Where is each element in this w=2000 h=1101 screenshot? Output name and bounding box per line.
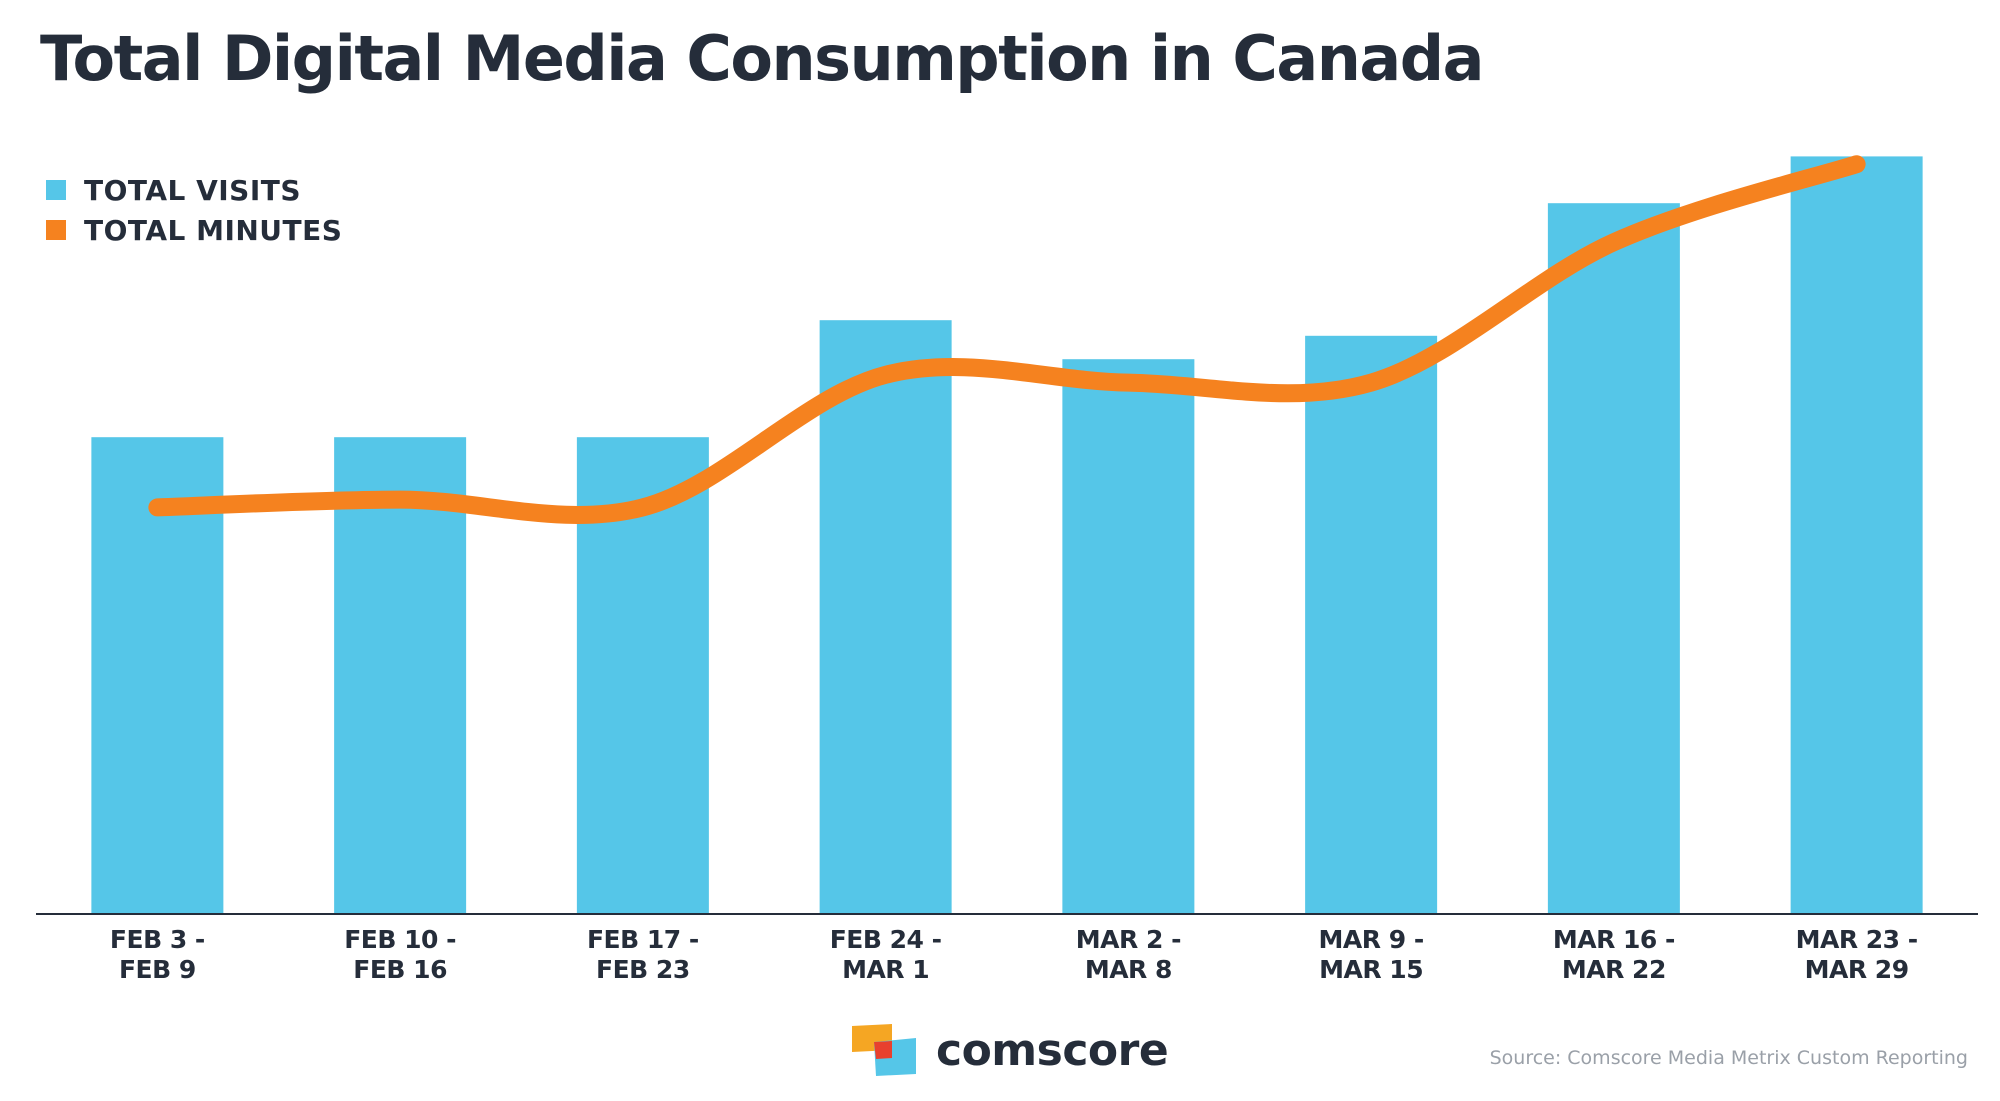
bar-total-visits-5 bbox=[1305, 335, 1438, 913]
bar-total-visits-4 bbox=[1062, 359, 1195, 913]
x-tick-label-5: MAR 9 -MAR 15 bbox=[1319, 925, 1424, 984]
brand: comscore bbox=[852, 1024, 1169, 1076]
comscore-logo-icon bbox=[852, 1024, 916, 1076]
bar-total-visits-7 bbox=[1790, 156, 1923, 913]
x-tick-label-4: MAR 2 -MAR 8 bbox=[1076, 925, 1181, 984]
x-tick-label-2: FEB 17 -FEB 23 bbox=[587, 925, 699, 984]
source-note: Source: Comscore Media Metrix Custom Rep… bbox=[1489, 1047, 1968, 1069]
legend-swatch-total-visits bbox=[46, 180, 66, 200]
line-total-minutes bbox=[148, 155, 1866, 524]
x-tick-label-3: FEB 24 -MAR 1 bbox=[830, 925, 942, 984]
bar-total-visits-0 bbox=[91, 437, 224, 913]
x-tick-label-1: FEB 10 -FEB 16 bbox=[344, 925, 456, 984]
legend-item-total-visits: TOTAL VISITS bbox=[46, 170, 342, 210]
legend: TOTAL VISITS TOTAL MINUTES bbox=[46, 170, 342, 250]
bar-total-visits-1 bbox=[334, 437, 467, 913]
legend-swatch-total-minutes bbox=[46, 220, 66, 240]
legend-label-total-visits: TOTAL VISITS bbox=[84, 173, 302, 207]
chart-title: Total Digital Media Consumption in Canad… bbox=[40, 22, 1484, 95]
legend-label-total-minutes: TOTAL MINUTES bbox=[84, 213, 343, 247]
bar-total-visits-6 bbox=[1547, 203, 1680, 913]
x-tick-label-0: FEB 3 -FEB 9 bbox=[110, 925, 205, 984]
x-tick-label-6: MAR 16 -MAR 22 bbox=[1553, 925, 1675, 984]
brand-name: comscore bbox=[936, 1024, 1169, 1076]
legend-item-total-minutes: TOTAL MINUTES bbox=[46, 210, 342, 250]
x-tick-label-7: MAR 23 -MAR 29 bbox=[1796, 925, 1918, 984]
bar-total-visits-3 bbox=[819, 320, 952, 913]
